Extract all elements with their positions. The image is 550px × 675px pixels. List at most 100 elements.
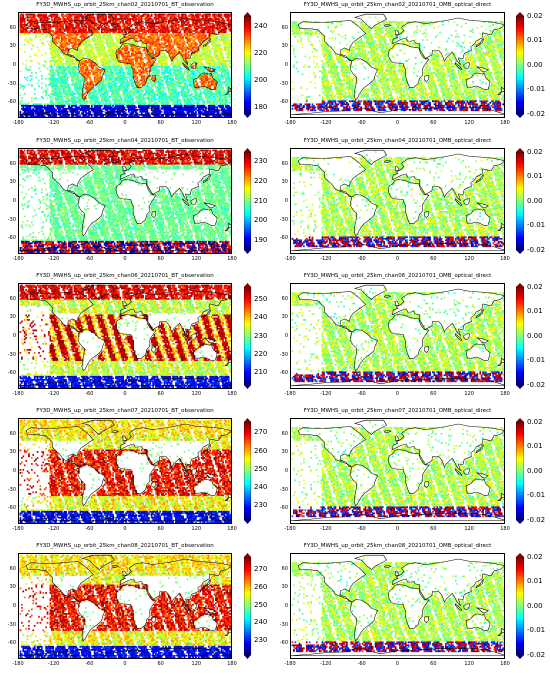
- data-field: [19, 419, 231, 523]
- coastline-newzealand: [224, 222, 231, 231]
- colorbar: [244, 148, 251, 254]
- lon-tick-label: 120: [188, 391, 204, 397]
- coastline-borneo: [190, 198, 198, 205]
- lon-tick-label: 0: [390, 661, 406, 667]
- lat-tick-label: 30: [277, 179, 288, 185]
- coastline-africa: [115, 314, 157, 360]
- coastline-namerica: [25, 561, 94, 603]
- coastlines: [19, 149, 231, 251]
- coastline-sumatra: [454, 198, 463, 207]
- lon-tick-label: 120: [188, 526, 204, 532]
- lon-tick-label: 120: [188, 120, 204, 126]
- coastlines: [291, 13, 504, 115]
- colorbar: [516, 418, 524, 524]
- lon-tick-label: 120: [461, 120, 477, 126]
- map-canvas: [291, 149, 504, 251]
- colorbar-tick-label: -0.01: [527, 491, 545, 499]
- colorbar-tick-label: 210: [254, 368, 267, 376]
- lon-tick-label: 180: [497, 391, 513, 397]
- lat-tick-label: 0: [277, 198, 288, 204]
- lon-tick-label: -120: [46, 526, 62, 532]
- map-canvas: [19, 554, 231, 658]
- colorbar-tick-label: 0.01: [527, 577, 543, 585]
- coastline-antarctica: [19, 242, 231, 251]
- colorbar-tick-label: 0.00: [527, 332, 543, 340]
- coastline-africa: [115, 449, 157, 495]
- coastline-newguinea: [203, 607, 216, 613]
- colorbar-tick-label: 180: [254, 103, 267, 111]
- lat-tick-label: -60: [277, 640, 288, 646]
- coastline-uk: [394, 29, 400, 36]
- coastline-antarctica: [19, 512, 231, 521]
- colorbar-gradient: [244, 15, 251, 115]
- lon-tick-label: 60: [425, 256, 441, 262]
- lat-tick-label: 30: [5, 43, 16, 49]
- coastline-australia: [192, 613, 218, 631]
- colorbar: [244, 12, 251, 118]
- coastline-samerica: [77, 599, 106, 642]
- coastline-newzealand: [497, 492, 504, 501]
- lat-tick-label: 0: [5, 603, 16, 609]
- lon-tick-label: 120: [461, 256, 477, 262]
- colorbar-extend-min: [244, 655, 251, 659]
- coastline-samerica: [77, 58, 106, 101]
- coastline-samerica: [349, 599, 378, 642]
- lat-tick-label: 0: [5, 333, 16, 339]
- coastline-japan: [475, 37, 484, 48]
- coastline-japan: [202, 173, 211, 184]
- coastline-madagascar: [151, 481, 156, 488]
- coastline-iceland: [111, 430, 119, 433]
- coastline-sumatra: [181, 603, 190, 612]
- lat-tick-label: 0: [277, 333, 288, 339]
- colorbar-extend-max: [516, 12, 524, 16]
- colorbar-gradient: [516, 556, 524, 656]
- lon-tick-label: 60: [425, 526, 441, 532]
- colorbar-gradient: [244, 286, 251, 386]
- lat-tick-label: 30: [5, 179, 16, 185]
- lon-tick-label: -60: [81, 391, 97, 397]
- coastline-iceland: [111, 24, 119, 27]
- coastline-madagascar: [423, 211, 429, 218]
- coastline-sumatra: [181, 468, 190, 477]
- lat-tick-label: 60: [5, 161, 16, 167]
- coastline-africa: [388, 43, 430, 89]
- lon-tick-label: -120: [318, 120, 334, 126]
- coastline-uk: [394, 435, 400, 442]
- colorbar-tick-label: -0.02: [527, 516, 545, 524]
- map-plot-area: [18, 12, 232, 118]
- lon-tick-label: 60: [153, 526, 169, 532]
- colorbar-tick-label: 250: [254, 601, 267, 609]
- coastline-greenland: [353, 149, 387, 165]
- coastline-sumatra: [454, 62, 463, 71]
- colorbar: [516, 283, 524, 389]
- coastline-samerica: [77, 194, 106, 237]
- coastline-eurasia: [392, 288, 504, 336]
- coastline-madagascar: [151, 346, 156, 353]
- coastline-samerica: [349, 194, 378, 237]
- coastline-australia: [192, 208, 218, 226]
- lon-tick-label: 120: [188, 661, 204, 667]
- colorbar-gradient: [244, 151, 251, 251]
- coastline-newzealand: [497, 86, 504, 95]
- coastline-greenland: [353, 284, 387, 300]
- coastline-eurasia: [119, 558, 231, 606]
- lat-tick-label: 60: [5, 296, 16, 302]
- map-plot-area: [290, 12, 505, 118]
- coastline-africa: [115, 179, 157, 225]
- colorbar-tick-label: 190: [254, 236, 267, 244]
- lat-tick-label: -30: [277, 81, 288, 87]
- lat-tick-label: -60: [5, 640, 16, 646]
- coastline-newguinea: [476, 337, 489, 343]
- lat-tick-label: -60: [277, 235, 288, 241]
- coastline-africa: [388, 179, 430, 225]
- lat-tick-label: 0: [5, 468, 16, 474]
- coastline-africa: [388, 314, 430, 360]
- data-field: [291, 557, 504, 653]
- coastline-samerica: [349, 464, 378, 507]
- coastline-newguinea: [203, 66, 216, 72]
- coastline-madagascar: [423, 481, 429, 488]
- lon-tick-label: 180: [224, 256, 240, 262]
- coastline-iceland: [383, 430, 392, 433]
- colorbar-extend-min: [244, 520, 251, 524]
- colorbar-tick-label: 270: [254, 428, 267, 436]
